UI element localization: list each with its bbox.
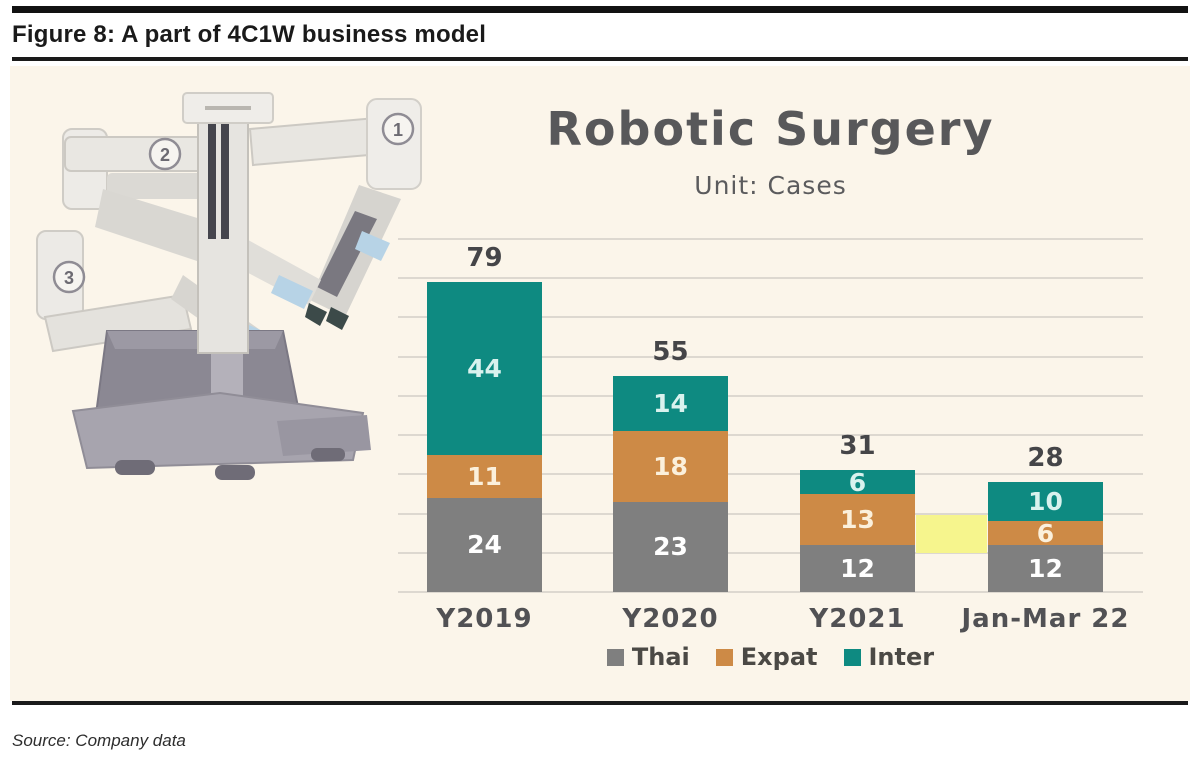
arm-label-2: 2 <box>160 145 170 165</box>
bar-total-label: 28 <box>1027 443 1064 474</box>
bar-segment-expat-y2019: 11 <box>427 454 542 498</box>
bar-segment-inter-jan-mar-22: 10 <box>988 482 1103 522</box>
bar-segment-thai-y2021: 12 <box>800 544 915 592</box>
gridline <box>398 277 1143 280</box>
category-label: Y2020 <box>622 604 719 634</box>
bar-segment-expat-y2021: 13 <box>800 493 915 545</box>
legend-swatch-inter <box>843 648 861 666</box>
figure-title: Figure 8: A part of 4C1W business model <box>12 21 487 48</box>
bar-segment-thai-y2020: 23 <box>613 501 728 592</box>
category-label: Jan-Mar 22 <box>961 604 1130 634</box>
highlight-band <box>916 514 987 553</box>
arm-label-3: 3 <box>64 268 74 288</box>
legend-item-thai: Thai <box>606 643 690 671</box>
gridline <box>398 551 1143 554</box>
category-label: Y2021 <box>809 604 906 634</box>
bar-total-label: 31 <box>839 431 876 462</box>
bar-segment-thai-y2019: 24 <box>427 497 542 592</box>
chart-legend: Thai Expat Inter <box>398 643 1143 671</box>
legend-label: Expat <box>740 643 818 671</box>
chart-subtitle: Unit: Cases <box>694 171 847 200</box>
bar-segment-thai-jan-mar-22: 12 <box>988 544 1103 592</box>
legend-item-expat: Expat <box>715 643 818 671</box>
gridline <box>398 238 1143 240</box>
bar-segment-inter-y2021: 6 <box>800 468 915 497</box>
bar-chart-plot: 24 11 44 79 Y2019 23 18 14 55 Y2020 12 13 6 31 Y2021 12… <box>398 238 1143 634</box>
gridline <box>398 394 1143 397</box>
gridline <box>398 434 1143 437</box>
gridline <box>398 316 1143 319</box>
bar-segment-expat-jan-mar-22: 6 <box>988 519 1103 548</box>
top-rule <box>12 6 1188 13</box>
arm-badge-3: 3 <box>52 260 86 294</box>
bar-segment-expat-y2020: 18 <box>613 431 728 502</box>
surgical-robot-image: 1 2 3 <box>36 92 422 480</box>
gridline <box>398 591 1143 593</box>
arm-label-1: 1 <box>393 120 403 140</box>
bottom-rule <box>12 701 1188 705</box>
gridline <box>398 473 1143 476</box>
legend-swatch-expat <box>715 648 733 666</box>
gridline <box>398 355 1143 358</box>
legend-label: Inter <box>868 643 935 671</box>
legend-swatch-thai <box>606 648 624 666</box>
bar-segment-inter-y2019: 44 <box>427 282 542 455</box>
bar-total-label: 55 <box>652 337 689 368</box>
arm-badge-2: 2 <box>148 137 182 171</box>
bar-total-label: 79 <box>466 243 503 274</box>
legend-item-inter: Inter <box>843 643 935 671</box>
chart-title: Robotic Surgery <box>546 102 995 156</box>
bar-segment-inter-y2020: 14 <box>613 376 728 432</box>
gridline <box>398 512 1143 515</box>
category-label: Y2019 <box>436 604 533 634</box>
header-rule <box>12 57 1188 61</box>
source-note: Source: Company data <box>12 731 186 750</box>
arm-badge-1: 1 <box>381 112 415 146</box>
figure-panel: 1 2 3 Robotic Surgery Unit: Cases 24 11 44… <box>10 66 1190 701</box>
legend-label: Thai <box>631 643 690 671</box>
